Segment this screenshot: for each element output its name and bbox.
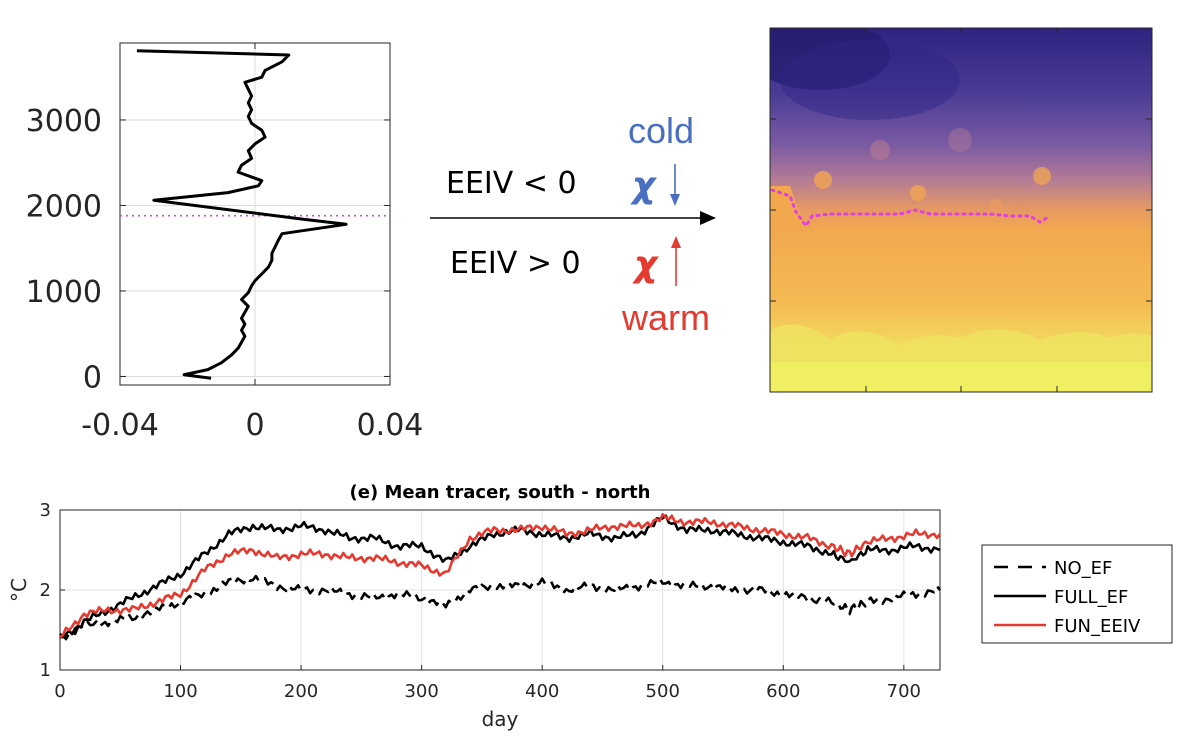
profile-y-tick-label: 0 [83, 360, 102, 395]
timeseries-line-no-ef [59, 574, 942, 641]
timeseries-x-tick-label: 400 [525, 681, 559, 702]
heatmap-warmest-band [770, 362, 1152, 392]
timeseries-xlabel: day [482, 707, 519, 731]
profile-y-tick-label: 1000 [26, 275, 102, 310]
heatmap-cold-region [780, 40, 960, 120]
profile-y-tick-label: 3000 [26, 104, 102, 139]
profile-x-tick-label: 0.04 [357, 408, 424, 443]
timeseries-x-tick-label: 500 [646, 681, 680, 702]
timeseries-x-tick-label: 600 [766, 681, 800, 702]
annotation-group: EEIV < 0 EEIV > 0 cold χ χ warm [430, 110, 716, 338]
timeseries-x-tick-label: 100 [163, 681, 197, 702]
chi-cold-symbol: χ [630, 165, 657, 206]
annotation-eeiv-negative: EEIV < 0 [446, 166, 577, 201]
heatmap-warm-patch [870, 140, 890, 160]
annotation-arrow-head [700, 211, 716, 225]
legend-label: NO_EF [1054, 558, 1112, 579]
timeseries-x-tick-label: 200 [284, 681, 318, 702]
heatmap-warm-patch [989, 199, 1003, 213]
heatmap-field [770, 28, 1152, 392]
heatmap-left-intrusion [770, 186, 806, 232]
profile-ticks: -0.04 0 0.04 0 1000 2000 3000 [26, 43, 424, 443]
cold-down-arrowhead-icon [670, 194, 680, 206]
heatmap-warm-patch [948, 128, 972, 152]
heatmap-panel [769, 27, 1153, 393]
profile-x-tick-label: 0 [245, 408, 264, 443]
timeseries-series [59, 513, 942, 641]
timeseries-y-tick-label: 2 [40, 580, 51, 601]
timeseries-line-full-ef [59, 514, 941, 639]
cold-label: cold [628, 110, 694, 151]
heatmap-warm-patch [910, 185, 926, 201]
legend-box [981, 544, 1173, 644]
legend: NO_EF FULL_EF FUN_EEIV [981, 544, 1173, 644]
heatmap-ticks [770, 28, 1152, 392]
timeseries-line-fun-eeiv [59, 513, 942, 639]
warm-label: warm [621, 297, 710, 338]
timeseries-ylabel: °C [7, 578, 31, 602]
timeseries-y-tick-label: 1 [40, 660, 51, 681]
timeseries-y-tick-label: 3 [40, 500, 51, 521]
chi-warm-symbol: χ [632, 244, 659, 285]
legend-label: FUN_EEIV [1054, 616, 1141, 637]
warm-up-arrowhead-icon [671, 236, 681, 248]
timeseries-panel: (e) Mean tracer, south - north 0 100 200 30… [7, 482, 1173, 731]
annotation-eeiv-positive: EEIV > 0 [450, 246, 581, 281]
profile-panel: -0.04 0 0.04 0 1000 2000 3000 [26, 42, 424, 443]
profile-series-line [136, 49, 348, 380]
profile-x-tick-label: -0.04 [81, 408, 159, 443]
heatmap-cold-core [770, 28, 890, 90]
heatmap-warm-patch [814, 171, 832, 189]
heatmap-reference-contour [770, 188, 1052, 229]
timeseries-x-tick-label: 300 [404, 681, 438, 702]
timeseries-title: (e) Mean tracer, south - north [350, 482, 651, 503]
timeseries-ticks: 0 100 200 300 400 500 600 700 1 2 3 [40, 500, 921, 702]
timeseries-x-tick-label: 0 [54, 681, 65, 702]
heatmap-warm-patch [1033, 167, 1051, 185]
legend-label: FULL_EF [1054, 587, 1128, 608]
profile-y-tick-label: 2000 [26, 189, 102, 224]
timeseries-x-tick-label: 700 [887, 681, 921, 702]
